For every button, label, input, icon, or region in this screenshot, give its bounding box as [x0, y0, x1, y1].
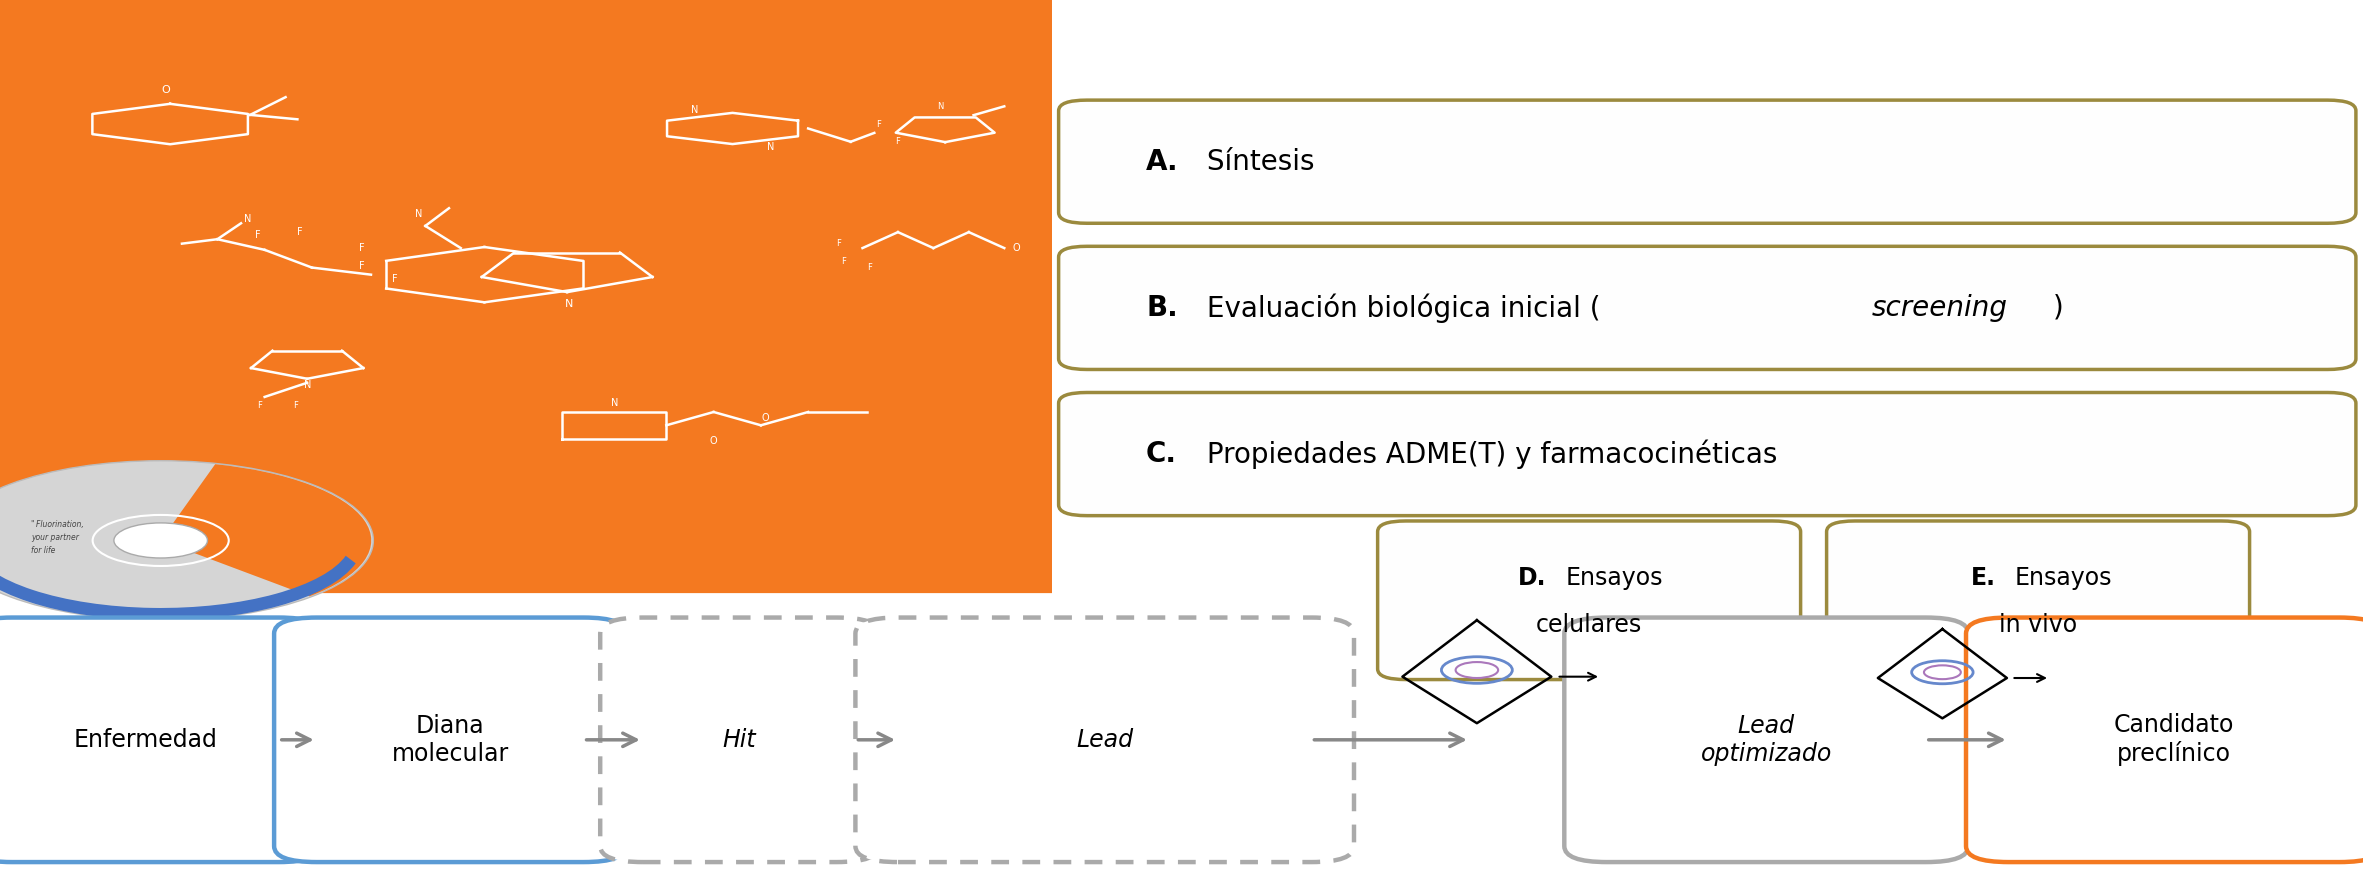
Text: N: N: [565, 299, 574, 309]
Text: Propiedades ADME(T) y farmacocinéticas: Propiedades ADME(T) y farmacocinéticas: [1198, 439, 1777, 469]
Text: O: O: [761, 413, 770, 424]
Text: F: F: [867, 263, 872, 272]
FancyBboxPatch shape: [600, 618, 879, 862]
Circle shape: [113, 523, 208, 558]
Text: O: O: [709, 436, 718, 447]
Wedge shape: [161, 464, 371, 596]
Text: N: N: [610, 398, 619, 408]
Text: Evaluación biológica inicial (: Evaluación biológica inicial (: [1198, 293, 1600, 323]
Text: ): ): [2053, 294, 2063, 322]
Text: D.: D.: [1517, 566, 1545, 590]
Text: F: F: [837, 239, 841, 248]
Text: your partner: your partner: [31, 533, 78, 542]
Text: F: F: [896, 137, 900, 146]
Text: N: N: [938, 102, 943, 111]
Text: N: N: [302, 380, 312, 391]
FancyBboxPatch shape: [1059, 100, 2356, 223]
Text: in vivo: in vivo: [1999, 613, 2077, 637]
FancyBboxPatch shape: [1059, 246, 2356, 369]
Text: N: N: [414, 209, 423, 220]
FancyBboxPatch shape: [855, 618, 1354, 862]
Text: C.: C.: [1146, 440, 1177, 468]
Circle shape: [0, 461, 373, 620]
Text: F: F: [293, 401, 298, 410]
Text: N: N: [766, 142, 775, 152]
Text: O: O: [1011, 243, 1021, 253]
Text: F: F: [359, 260, 364, 271]
Text: F: F: [255, 229, 260, 240]
FancyBboxPatch shape: [274, 618, 626, 862]
Text: F: F: [877, 120, 881, 128]
FancyBboxPatch shape: [1378, 521, 1801, 680]
Text: Ensayos: Ensayos: [1564, 566, 1664, 590]
FancyBboxPatch shape: [1564, 618, 1968, 862]
Text: N: N: [243, 214, 253, 224]
Text: F: F: [258, 401, 262, 410]
Text: F: F: [841, 257, 846, 266]
FancyBboxPatch shape: [1966, 618, 2363, 862]
FancyBboxPatch shape: [0, 618, 321, 862]
Text: B.: B.: [1146, 294, 1177, 322]
Text: for life: for life: [31, 546, 54, 555]
Text: Diana
molecular: Diana molecular: [392, 714, 508, 766]
FancyBboxPatch shape: [1827, 521, 2250, 680]
Text: F: F: [298, 227, 302, 237]
Text: A.: A.: [1146, 148, 1179, 175]
Text: celulares: celulares: [1536, 613, 1642, 637]
FancyBboxPatch shape: [0, 0, 1052, 594]
Text: F: F: [392, 274, 397, 284]
Text: Lead: Lead: [1075, 727, 1134, 752]
Text: Ensayos: Ensayos: [2013, 566, 2113, 590]
Text: O: O: [161, 85, 170, 96]
Text: screening: screening: [1871, 294, 2009, 322]
FancyBboxPatch shape: [1059, 392, 2356, 516]
Text: Candidato
preclínico: Candidato preclínico: [2115, 713, 2233, 766]
Text: F: F: [359, 243, 364, 253]
Text: E.: E.: [1971, 566, 1994, 590]
Text: Lead
optimizado: Lead optimizado: [1701, 714, 1831, 766]
Text: " Fluorination,: " Fluorination,: [31, 520, 83, 529]
Text: Enfermedad: Enfermedad: [73, 727, 217, 752]
Text: Síntesis: Síntesis: [1198, 148, 1314, 175]
Text: Hit: Hit: [723, 727, 756, 752]
Text: N: N: [690, 105, 699, 115]
